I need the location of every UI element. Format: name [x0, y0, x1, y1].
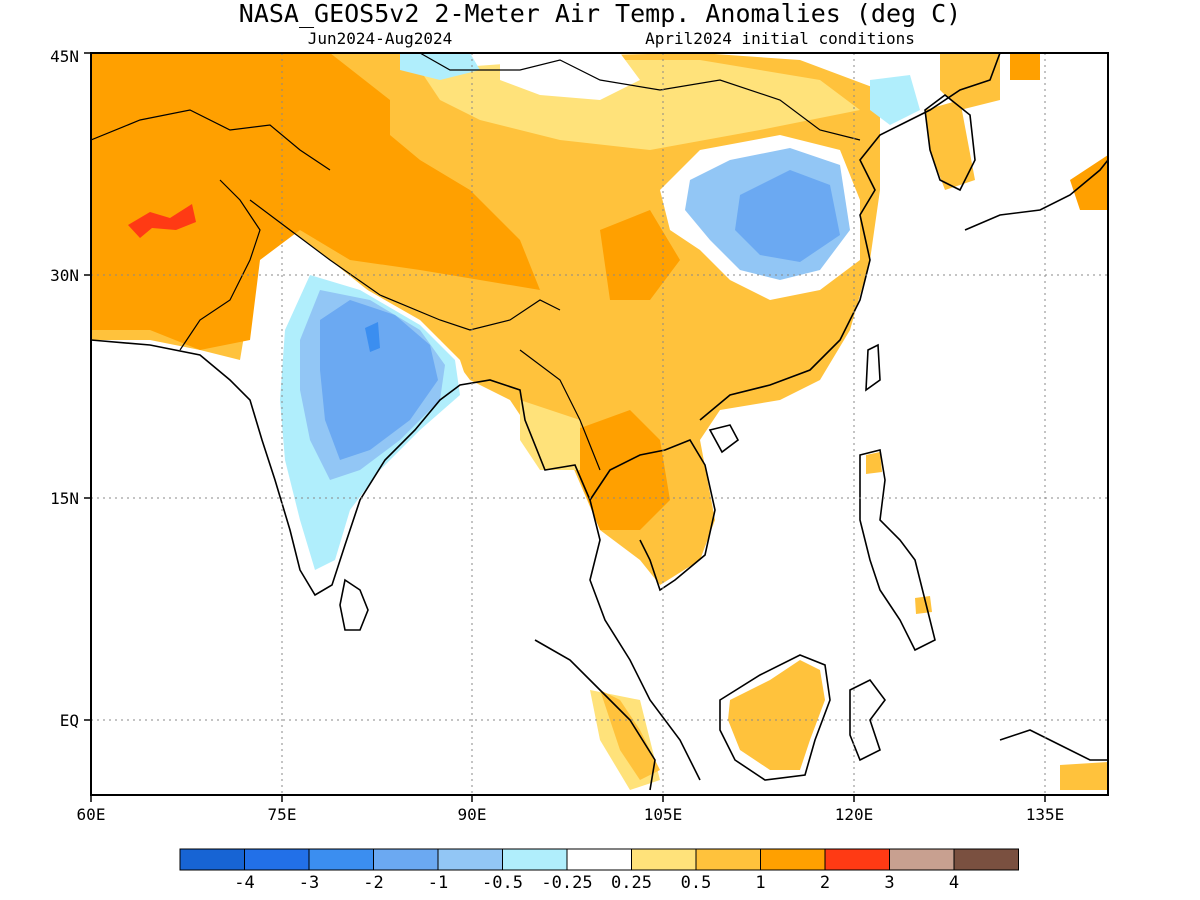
colorbar-swatch: [889, 848, 955, 871]
colorbar-swatch: [760, 848, 826, 871]
colorbar-swatch: [308, 848, 374, 871]
border-china-north: [419, 53, 861, 141]
colorbar-label: -2: [363, 873, 383, 893]
anomaly-cooler-east-china: [735, 170, 840, 262]
colorbar-swatch: [373, 848, 439, 871]
x-axis: 60E 75E 90E 105E 120E 135E: [77, 795, 1065, 824]
x-tick-label: 75E: [268, 805, 297, 824]
anomaly-mindanao: [915, 596, 932, 614]
coastline-arabian-india: [91, 339, 701, 781]
x-tick-label: 135E: [1026, 805, 1065, 824]
coastline-sulawesi: [849, 678, 886, 762]
colorbar-swatch: [437, 848, 503, 871]
coastline-hainan: [708, 424, 740, 454]
colorbar-swatch: [631, 848, 697, 871]
y-tick-label: 45N: [50, 47, 79, 66]
colorbar-label: -0.5: [482, 873, 523, 893]
coastline-china: [699, 53, 1001, 421]
coastline-indochina: [589, 439, 716, 592]
colorbar-swatch: [953, 848, 1019, 871]
anomaly-region-indochina: [575, 410, 670, 530]
colorbar-label: 4: [949, 873, 959, 893]
anomaly-hotspot-afghanistan: [128, 204, 196, 238]
colorbar-swatch: [695, 848, 761, 871]
coastlines: [91, 53, 1108, 791]
anomaly-new-guinea: [1060, 762, 1108, 790]
country-borders: [91, 53, 861, 471]
y-tick-label: 30N: [50, 266, 79, 285]
anomaly-fringe-indochina-south: [520, 400, 580, 470]
anomaly-coolest-india: [320, 300, 438, 460]
colorbar-swatch: [179, 848, 245, 871]
coastline-taiwan: [865, 343, 881, 392]
chart-title: NASA_GEOS5v2 2-Meter Air Temp. Anomalies…: [239, 0, 961, 28]
colorbar-label: -1: [428, 873, 448, 893]
anomaly-neutral-north: [500, 53, 640, 100]
y-tick-label: 15N: [50, 489, 79, 508]
colorbar-swatch: [502, 848, 568, 871]
anomaly-japan: [1070, 155, 1108, 210]
colorbar-swatch: [244, 848, 310, 871]
anomaly-cool-mongolia: [400, 53, 480, 80]
anomaly-region-tibet: [260, 110, 540, 290]
colorbar-swatch: [824, 848, 890, 871]
anomaly-hokkaido: [1010, 53, 1040, 80]
colorbar-label: -4: [234, 873, 254, 893]
anomaly-korea: [925, 100, 975, 190]
y-tick-label: EQ: [60, 711, 79, 730]
colorbar-label: -0.25: [541, 873, 592, 893]
x-tick-label: 90E: [458, 805, 487, 824]
colorbar-label: 3: [884, 873, 894, 893]
coastline-borneo: [719, 654, 831, 781]
x-tick-label: 120E: [835, 805, 874, 824]
coastline-korea: [924, 93, 976, 192]
anomaly-northeast-edge: [940, 53, 1000, 110]
anomaly-borneo: [728, 660, 825, 770]
colorbar-label: 1: [755, 873, 765, 893]
coastline-philippines: [859, 449, 936, 652]
colorbar-swatch: [566, 848, 632, 871]
border-pakistan: [179, 179, 261, 351]
chart-subtitle-init: April2024 initial conditions: [645, 29, 915, 48]
anomaly-cool-northeast: [870, 75, 920, 125]
colorbar-label: 2: [820, 873, 830, 893]
anomaly-region-south-china: [600, 210, 680, 300]
anomaly-core-india: [365, 322, 380, 352]
map-frame: [90, 52, 1109, 796]
coastline-japan: [964, 159, 1108, 231]
y-axis: EQ 15N 30N 45N: [50, 47, 91, 730]
anomaly-philippines: [866, 452, 882, 474]
chart-subtitle-period: Jun2024-Aug2024: [308, 29, 453, 48]
border-himalaya: [249, 199, 561, 331]
coastline-new-guinea: [999, 729, 1108, 761]
coastline-sri-lanka: [339, 578, 369, 631]
anomaly-sumatra: [600, 690, 660, 780]
colorbar-label: -3: [299, 873, 319, 893]
x-tick-label: 105E: [644, 805, 683, 824]
coastline-sumatra: [534, 639, 656, 791]
x-tick-label: 60E: [77, 805, 106, 824]
border-burma: [519, 349, 601, 471]
graticule: [91, 53, 1108, 795]
border-central-asia: [91, 109, 331, 171]
colorbar-label: 0.5: [681, 873, 712, 893]
colorbar-label: 0.25: [611, 873, 652, 893]
colorbar: -4 -3 -2 -1 -0.5 -0.25 0.25 0.5 1 2 3 4: [179, 848, 1019, 893]
